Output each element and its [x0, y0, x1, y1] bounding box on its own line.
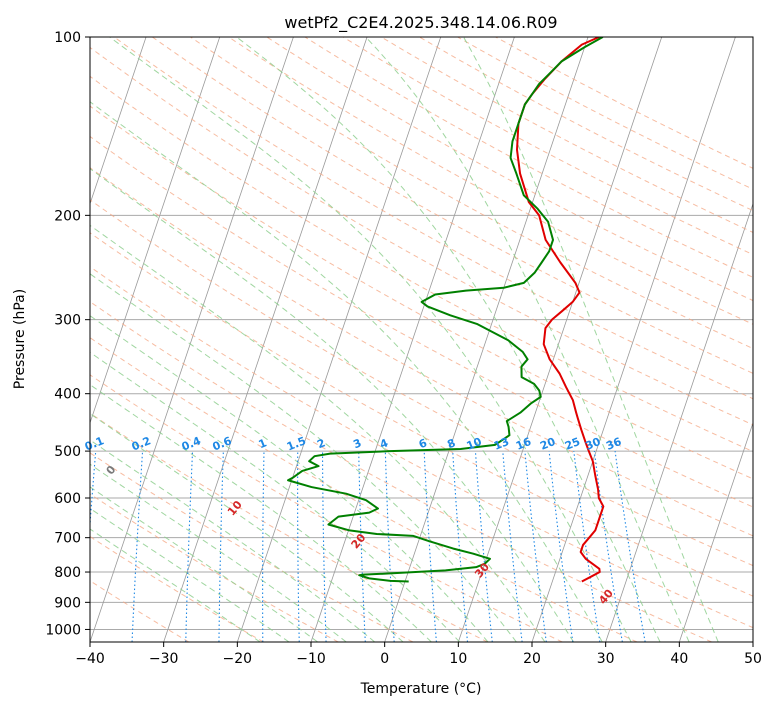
dry-adiabat: [90, 105, 753, 480]
mixing-ratio-label: 20: [538, 435, 557, 453]
x-tick-label: −10: [296, 651, 326, 667]
mixing-ratio-line: [452, 451, 469, 642]
plot-background: [90, 37, 753, 642]
y-tick-label: 600: [54, 491, 81, 507]
moist-adiabat: [109, 37, 632, 642]
chart-title: wetPf2_C2E4.2025.348.14.06.R09: [284, 13, 557, 33]
dry-adiabat: [90, 412, 488, 642]
mixing-ratio-label: 10: [465, 435, 484, 453]
isotherm-line: [90, 37, 221, 425]
y-tick-label: 1000: [45, 622, 81, 638]
dry-adiabat: [189, 37, 753, 350]
dry-adiabat: [90, 535, 264, 642]
moist-adiabat: [463, 37, 719, 642]
series-layer: [287, 37, 605, 583]
mixing-ratio-label: 13: [492, 435, 511, 453]
moist-adiabat: [90, 101, 603, 642]
dry-adiabat: [90, 266, 753, 629]
y-axis-title: Pressure (hPa): [12, 289, 28, 389]
isotherm-line: [605, 202, 753, 642]
isotherm-line: [90, 37, 294, 642]
dry-adiabat: [113, 37, 753, 400]
plot-frame: [89, 36, 754, 643]
mixing-ratio-line: [524, 451, 547, 642]
mixing-ratio-line: [593, 451, 623, 642]
isotherm-line: [752, 640, 753, 642]
x-tick-label: 50: [744, 651, 762, 667]
mixing-ratio-label: 1: [257, 436, 269, 451]
x-tick-label: −30: [149, 651, 179, 667]
mixing-ratio-label: 3: [351, 436, 363, 451]
dewpoint-profile-line: [287, 37, 604, 583]
moist-adiabat: [90, 439, 376, 642]
mixing-ratio-line: [548, 451, 574, 642]
moist-adiabat: [236, 37, 661, 642]
dry-adiabat: [90, 301, 712, 642]
isotherm-line: [678, 421, 753, 642]
dry-adiabat: [90, 337, 638, 642]
x-tick-label: −40: [75, 651, 105, 667]
x-axis-title: Temperature (°C): [360, 681, 482, 697]
moist-adiabat: [90, 315, 489, 642]
isotherm-line: [457, 37, 663, 642]
y-tick-label: 900: [54, 595, 81, 611]
dry-adiabat: [90, 167, 753, 537]
moist-adiabat: [90, 224, 546, 642]
x-tick-label: 20: [523, 651, 541, 667]
y-tick-label: 800: [54, 565, 81, 581]
isotherm-line: [0, 37, 72, 642]
y-tick-label: 400: [54, 387, 81, 403]
x-tick-label: 30: [597, 651, 615, 667]
y-tick-label: 200: [54, 208, 81, 224]
mixing-ratio-line: [474, 451, 493, 642]
isotherm-line: [384, 37, 589, 642]
dry-adiabat: [90, 374, 563, 642]
isotherm-line: [236, 37, 442, 642]
y-tick-label: 100: [54, 30, 81, 46]
isotherm-line: [531, 37, 736, 642]
moist-adiabat: [90, 168, 574, 642]
dry-adiabat: [90, 580, 190, 642]
moist-adiabat: [90, 486, 318, 642]
mixing-ratio-label: 30: [583, 435, 602, 453]
dry-adiabat: [90, 199, 753, 567]
isotherm-line: [163, 37, 368, 642]
moist-adiabat: [365, 37, 690, 642]
moist-adiabat: [90, 463, 347, 642]
dry-adiabat: [90, 232, 753, 597]
mixing-ratio-label: 16: [514, 435, 533, 453]
x-tick-label: 0: [380, 651, 389, 667]
mixing-ratio-line: [502, 451, 523, 642]
axis-ticks: −40 −30 −20 −10 0 10 20 30 40 50 100 200 300 400 500 60…: [45, 30, 762, 667]
isotherm-line: [90, 37, 147, 206]
moist-adiabat: [90, 384, 432, 642]
mixing-ratio-label: 25: [563, 435, 582, 453]
x-tick-label: 10: [449, 651, 467, 667]
x-tick-label: −20: [223, 651, 253, 667]
dry-adiabat: [265, 37, 753, 302]
moist-adiabat: [90, 273, 517, 642]
x-tick-label: 40: [670, 651, 688, 667]
mixing-ratio-line: [573, 451, 601, 642]
mixing-ratio-label: 8: [445, 436, 457, 451]
y-tick-label: 700: [54, 531, 81, 547]
dry-adiabat: [90, 46, 753, 426]
mixing-ratio-label: 2: [315, 436, 327, 451]
mixing-ratio-label: 36: [604, 435, 623, 453]
grid-layer: [0, 37, 753, 642]
moist-adiabat: [90, 413, 404, 642]
temperature-profile-line: [516, 37, 605, 583]
y-tick-label: 500: [54, 444, 81, 460]
y-tick-label: 300: [54, 313, 81, 329]
